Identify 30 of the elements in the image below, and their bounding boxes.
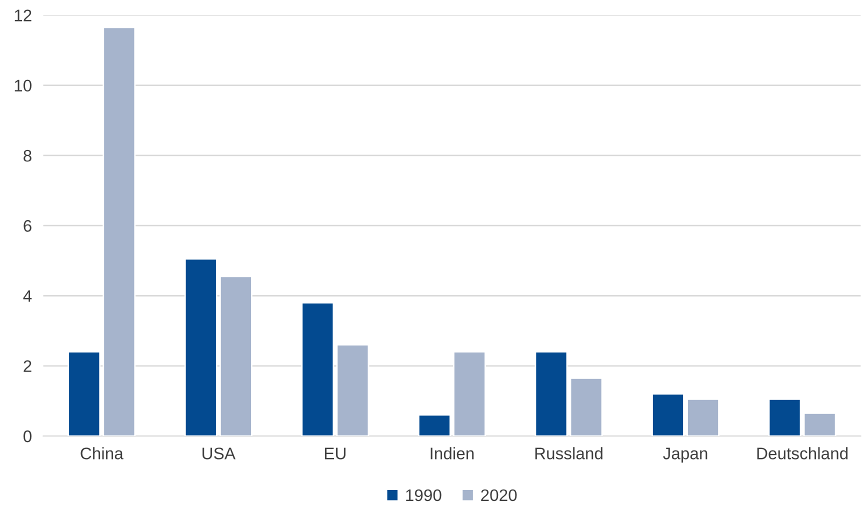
bar bbox=[768, 398, 802, 436]
bar bbox=[219, 276, 252, 436]
y-tick-label: 12 bbox=[14, 10, 32, 22]
bar bbox=[68, 351, 101, 436]
y-tick-label: 0 bbox=[24, 430, 32, 442]
x-tick-label: Deutschland bbox=[757, 447, 848, 460]
bar bbox=[418, 414, 451, 436]
bar bbox=[652, 393, 684, 436]
x-tick-label: China bbox=[80, 447, 124, 460]
y-tick-label: 4 bbox=[23, 290, 32, 302]
bar bbox=[570, 377, 603, 436]
y-tick-label: 8 bbox=[24, 150, 32, 162]
bar bbox=[686, 398, 720, 436]
bar bbox=[336, 344, 370, 436]
y-tick-label: 10 bbox=[14, 80, 32, 92]
y-tick-label: 2 bbox=[24, 360, 32, 372]
x-tick-label: USA bbox=[202, 448, 236, 460]
x-tick-label: Indien bbox=[430, 447, 474, 460]
x-tick-label: Japan bbox=[663, 448, 708, 463]
bar bbox=[453, 351, 486, 436]
x-tick-label: Russland bbox=[535, 447, 602, 460]
bar bbox=[803, 412, 836, 436]
legend-label: 2020 bbox=[481, 489, 517, 502]
bar bbox=[301, 302, 334, 436]
y-tick-label: 6 bbox=[24, 220, 32, 232]
bar bbox=[184, 258, 218, 436]
legend-label: 1990 bbox=[406, 489, 442, 502]
bar bbox=[534, 351, 568, 436]
x-tick-label: EU bbox=[324, 448, 346, 460]
bar bbox=[102, 26, 136, 436]
